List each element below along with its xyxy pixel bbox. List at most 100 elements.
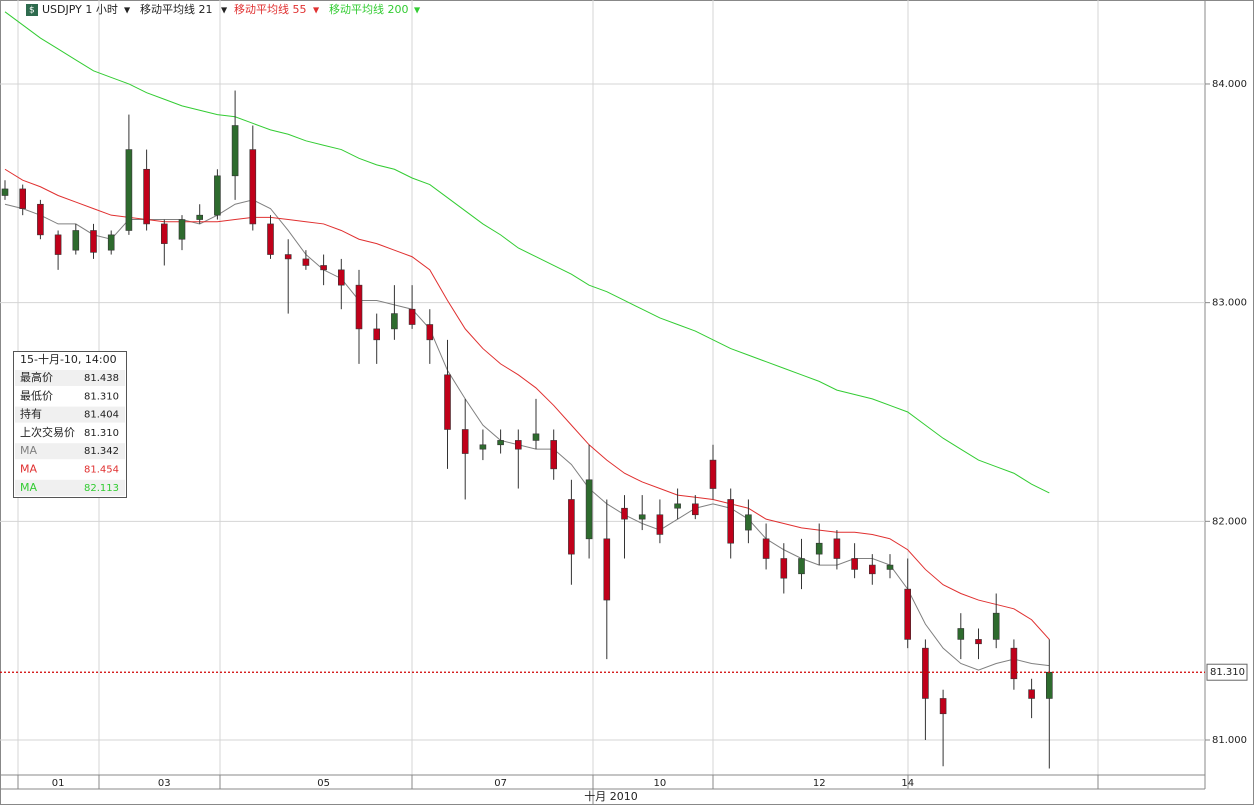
candle-body <box>231 125 239 177</box>
candle-body <box>514 440 522 450</box>
candle-body <box>267 223 274 255</box>
panel-value: 81.310 <box>84 391 119 402</box>
candle-body <box>833 538 841 559</box>
legend-ma55[interactable]: 移动平均线 55 <box>234 2 307 16</box>
candle-body <box>37 203 44 236</box>
candle-body <box>90 230 97 253</box>
candle-body <box>780 558 788 579</box>
y-tick-label: 83.000 <box>1212 298 1247 309</box>
icon-glyph: $ <box>29 6 35 16</box>
panel-value: 81.310 <box>84 428 119 439</box>
candle-body <box>886 564 894 570</box>
candle-body <box>638 514 646 520</box>
candle-body <box>426 324 434 341</box>
x-tick-label: 03 <box>158 778 171 789</box>
candle-body <box>762 538 770 559</box>
candle-body <box>939 698 947 715</box>
candle-body <box>992 612 1000 640</box>
plot <box>0 11 1205 769</box>
candle-body <box>461 429 469 454</box>
panel-row-bg <box>15 388 125 405</box>
candle-body <box>444 374 451 430</box>
candle-body <box>904 588 912 640</box>
x-tick-label: 10 <box>654 778 667 789</box>
axis-day-ticks <box>17 775 1099 805</box>
candle-body <box>922 647 929 699</box>
y-tick-label: 84.000 <box>1212 79 1247 90</box>
y-tick-label: 82.000 <box>1212 516 1247 527</box>
panel-label: MA <box>20 481 37 494</box>
candle-body <box>54 234 62 255</box>
candle-body <box>479 444 487 450</box>
dropdown-arrow[interactable]: ▼ <box>221 6 228 15</box>
info-panel: 15-十月-10, 14:00 最高价 81.438 最低价 81.310 持有 81.4… <box>13 351 127 498</box>
x-tick-label: 05 <box>317 778 330 789</box>
panel-row-bg <box>15 370 125 386</box>
panel-value: 81.404 <box>84 410 119 421</box>
candle-body <box>727 499 735 544</box>
candle-body <box>1028 689 1035 699</box>
legend-ma21[interactable]: 移动平均线 21 <box>140 2 213 16</box>
candle-body <box>674 503 681 509</box>
panel-row-bg <box>15 424 125 441</box>
panel-value: 81.454 <box>84 465 119 476</box>
candle-body <box>957 628 965 640</box>
candle-body <box>798 558 805 575</box>
x-tick-label: 14 <box>901 778 914 789</box>
panel-row-bg <box>15 443 125 460</box>
legend-ma200[interactable]: 移动平均线 200 <box>329 2 409 16</box>
candle-body <box>391 313 398 330</box>
candle-body <box>1010 647 1018 680</box>
candle-body <box>709 459 717 489</box>
symbol[interactable]: USDJPY 1 小时 <box>42 3 118 16</box>
candle-body <box>19 188 27 209</box>
candle-body <box>337 269 345 286</box>
dropdown-arrow[interactable]: ▼ <box>313 6 320 15</box>
candle-body <box>107 234 115 251</box>
panel-label: 最低价 <box>20 389 53 402</box>
candle-body <box>72 230 80 251</box>
x-tick-label: 01 <box>52 778 65 789</box>
candle-body <box>178 219 186 240</box>
candle-body <box>284 254 292 260</box>
candle-body <box>550 440 558 470</box>
panel-label: 最高价 <box>20 370 53 384</box>
candle-body <box>355 284 363 330</box>
panel-value: 81.342 <box>84 446 119 457</box>
panel-label: MA <box>20 463 37 476</box>
y-tick-label: 81.000 <box>1212 735 1247 746</box>
panel-label: 上次交易价 <box>20 425 75 439</box>
day-grid <box>17 0 1099 775</box>
last-price-label: 81.310 <box>1210 667 1245 678</box>
candle-body <box>691 503 699 516</box>
candle-body <box>585 479 593 540</box>
candle-body <box>125 149 133 231</box>
panel-row-bg <box>15 406 125 423</box>
candle-body <box>532 433 540 441</box>
candle-body <box>603 538 611 601</box>
candle-body <box>815 542 823 555</box>
candle-body <box>868 564 876 575</box>
symbol-icon <box>26 4 38 16</box>
candle-body <box>143 168 150 225</box>
candle-body <box>196 214 203 220</box>
panel-row-bg <box>15 479 125 496</box>
candle-body <box>656 514 664 535</box>
panel-time: 15-十月-10, 14:00 <box>20 352 117 366</box>
ma-line <box>4 11 1050 494</box>
candle-body <box>568 499 575 555</box>
candle-body <box>497 440 504 446</box>
dropdown-arrow[interactable]: ▼ <box>124 6 131 15</box>
candle-body <box>249 149 257 225</box>
candle-body <box>745 514 752 531</box>
dropdown-arrow[interactable]: ▼ <box>414 6 421 15</box>
candle-body <box>214 175 221 216</box>
candle-body <box>320 265 327 271</box>
x-tick-label: 12 <box>813 778 826 789</box>
candle-body <box>408 308 416 325</box>
candle-body <box>161 223 168 244</box>
last-price-box <box>1206 663 1248 681</box>
